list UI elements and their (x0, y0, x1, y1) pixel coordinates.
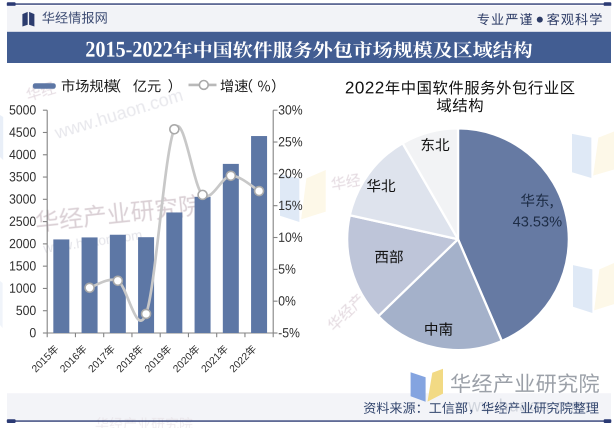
svg-text:43.53%: 43.53% (513, 215, 563, 231)
